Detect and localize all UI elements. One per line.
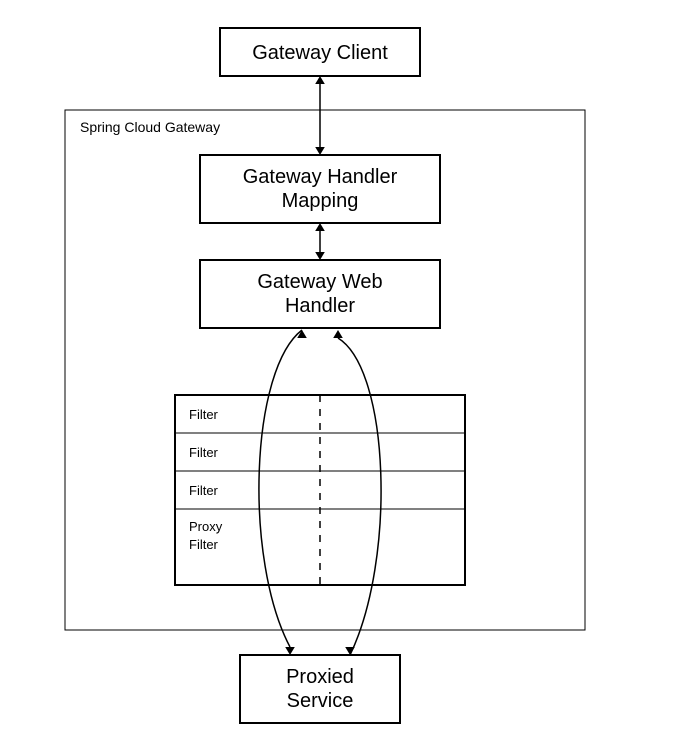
svg-text:Mapping: Mapping	[282, 190, 359, 212]
svg-text:Proxied: Proxied	[286, 666, 354, 688]
svg-text:Gateway Client: Gateway Client	[252, 42, 388, 64]
svg-text:Proxy: Proxy	[189, 519, 223, 534]
svg-text:Filter: Filter	[189, 483, 219, 498]
svg-text:Service: Service	[287, 690, 354, 712]
svg-text:Handler: Handler	[285, 295, 355, 317]
gateway-diagram: Spring Cloud Gateway Gateway Client Gatewa…	[0, 0, 673, 743]
svg-text:Filter: Filter	[189, 537, 219, 552]
svg-text:Gateway Web: Gateway Web	[257, 271, 382, 293]
svg-text:Filter: Filter	[189, 407, 219, 422]
svg-text:Spring Cloud Gateway: Spring Cloud Gateway	[80, 119, 220, 135]
svg-text:Filter: Filter	[189, 445, 219, 460]
svg-text:Gateway Handler: Gateway Handler	[243, 166, 398, 188]
